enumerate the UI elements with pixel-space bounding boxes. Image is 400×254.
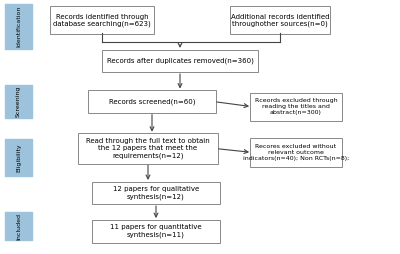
Text: 11 papers for quantitative
synthesis(n=11): 11 papers for quantitative synthesis(n=1… [110,224,202,238]
Text: Eligibility: Eligibility [16,143,21,172]
Text: Read through the full text to obtain
the 12 papers that meet the
requirements(n=: Read through the full text to obtain the… [86,138,210,159]
Text: Identification: Identification [16,6,21,47]
Text: Recores excluded without
relevant outcome
indicators(n=40); Non RCTs(n=8);: Recores excluded without relevant outcom… [243,144,349,161]
Text: Rceords excluded through
reading the titles and
abstract(n=300): Rceords excluded through reading the tit… [255,98,337,115]
FancyBboxPatch shape [5,139,32,176]
FancyBboxPatch shape [102,50,258,72]
Text: Records after duplicates removed(n=360): Records after duplicates removed(n=360) [106,58,254,64]
FancyBboxPatch shape [88,90,216,113]
FancyBboxPatch shape [5,212,32,240]
Text: Screening: Screening [16,86,21,117]
FancyBboxPatch shape [78,133,218,164]
FancyBboxPatch shape [250,93,342,121]
FancyBboxPatch shape [92,182,220,204]
Text: 12 papers for qualitative
synthesis(n=12): 12 papers for qualitative synthesis(n=12… [113,186,199,200]
FancyBboxPatch shape [250,138,342,167]
FancyBboxPatch shape [92,220,220,243]
FancyBboxPatch shape [5,85,32,118]
FancyBboxPatch shape [230,6,330,34]
Text: Records screened(n=60): Records screened(n=60) [109,98,195,105]
Text: Records identified through
database searching(n=623): Records identified through database sear… [53,13,151,27]
Text: Included: Included [16,213,21,240]
FancyBboxPatch shape [5,5,32,49]
FancyBboxPatch shape [50,6,154,34]
Text: Additional records identified
throughother sources(n=0): Additional records identified throughoth… [231,13,329,27]
